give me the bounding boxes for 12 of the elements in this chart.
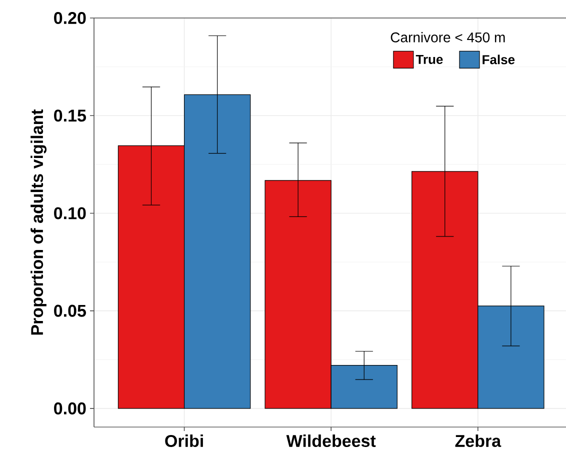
legend-label: False	[482, 54, 515, 64]
y-tick-label: 0.10	[54, 207, 86, 220]
y-axis-title: Proportion of adults vigilant	[30, 109, 47, 335]
x-tick-label: Zebra	[455, 434, 502, 448]
y-tick-label: 0.00	[54, 402, 86, 414]
y-tick-label: 0.15	[54, 110, 86, 122]
legend-label: True	[416, 54, 443, 64]
y-tick-label: 0.20	[54, 12, 86, 24]
y-tick-label: 0.05	[54, 304, 86, 317]
x-tick-label: Oribi	[165, 434, 203, 448]
legend-title: Carnivore < 450 m	[390, 32, 505, 42]
x-tick-label: Wildebeest	[286, 434, 376, 448]
